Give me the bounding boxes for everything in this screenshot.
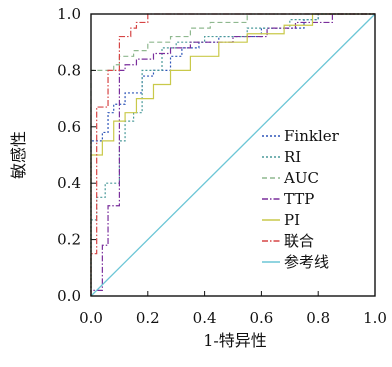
- series-line-5: [90, 13, 375, 296]
- legend-label-1: RI: [284, 148, 301, 166]
- x-tick-label: 0.0: [79, 309, 103, 327]
- legend-label-2: AUC: [283, 169, 319, 187]
- legend-label-5: 联合: [284, 232, 314, 250]
- plot-frame: [90, 13, 376, 297]
- x-tick-label: 0.2: [136, 309, 160, 327]
- legend-label-0: Finkler: [284, 127, 340, 145]
- y-axis-title: 敏感性: [9, 131, 28, 179]
- series-line-6: [90, 13, 376, 297]
- y-tick-label: 0.8: [57, 61, 81, 79]
- y-tick-label: 1.0: [57, 5, 81, 23]
- y-tick-label: 0.6: [57, 118, 81, 136]
- series-line-2: [90, 13, 375, 296]
- legend-label-6: 参考线: [284, 253, 329, 271]
- series-line-3: [90, 13, 375, 296]
- x-tick-label: 0.6: [249, 309, 273, 327]
- y-axis-label: 敏感性: [9, 131, 28, 179]
- legend-label-4: PI: [284, 211, 300, 229]
- series-line-4: [90, 13, 375, 296]
- ticks-layer: 0.0 0.2 0.4 0.6 0.8 1.0 0.0 0.2 0.4 0.6 0.8 1.0: [57, 5, 387, 327]
- y-tick-label: 0.2: [57, 231, 81, 249]
- x-tick-label: 1.0: [363, 309, 387, 327]
- y-tick-label: 0.4: [57, 174, 81, 192]
- series-layer: [90, 13, 376, 297]
- legend-label-3: TTP: [284, 190, 314, 208]
- x-axis-label: 1-特异性: [203, 331, 267, 350]
- x-tick-label: 0.4: [193, 309, 217, 327]
- y-tick-label: 0.0: [57, 287, 81, 305]
- x-tick-label: 0.8: [306, 309, 330, 327]
